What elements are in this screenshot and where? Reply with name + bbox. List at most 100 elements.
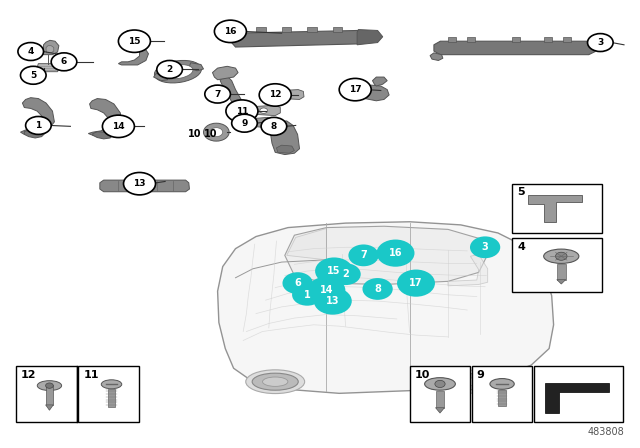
- Text: 7: 7: [360, 250, 367, 260]
- Circle shape: [18, 43, 44, 60]
- Polygon shape: [282, 27, 291, 32]
- Polygon shape: [24, 130, 46, 138]
- Polygon shape: [448, 37, 456, 42]
- Text: 5: 5: [517, 187, 525, 197]
- Circle shape: [259, 84, 291, 106]
- Text: 15: 15: [128, 37, 141, 46]
- Polygon shape: [557, 264, 566, 280]
- Text: 17: 17: [349, 85, 362, 94]
- Text: 13: 13: [133, 179, 146, 188]
- Polygon shape: [154, 73, 168, 81]
- FancyBboxPatch shape: [16, 366, 77, 422]
- Circle shape: [214, 20, 246, 43]
- Circle shape: [588, 34, 613, 52]
- Text: 1: 1: [304, 290, 310, 300]
- Circle shape: [157, 60, 182, 78]
- Polygon shape: [229, 30, 381, 47]
- Text: 12: 12: [269, 90, 282, 99]
- Circle shape: [45, 383, 53, 388]
- Circle shape: [435, 380, 445, 388]
- Text: 14: 14: [112, 122, 125, 131]
- Circle shape: [20, 66, 46, 84]
- Polygon shape: [557, 280, 566, 284]
- Polygon shape: [46, 46, 54, 53]
- Text: 16: 16: [224, 27, 237, 36]
- FancyBboxPatch shape: [534, 366, 623, 422]
- Polygon shape: [37, 64, 59, 72]
- Ellipse shape: [435, 370, 493, 394]
- Circle shape: [232, 114, 257, 132]
- Polygon shape: [88, 99, 122, 135]
- Text: 5: 5: [30, 71, 36, 80]
- Circle shape: [364, 279, 392, 299]
- Ellipse shape: [451, 377, 477, 386]
- Polygon shape: [108, 389, 115, 407]
- Text: 10: 10: [204, 129, 217, 139]
- Text: 10: 10: [188, 129, 201, 138]
- Polygon shape: [435, 408, 445, 413]
- Text: 16: 16: [388, 248, 403, 258]
- Polygon shape: [246, 117, 274, 128]
- Polygon shape: [563, 37, 571, 42]
- Polygon shape: [333, 27, 342, 32]
- Ellipse shape: [425, 378, 456, 390]
- Ellipse shape: [154, 60, 202, 83]
- Ellipse shape: [543, 249, 579, 263]
- Circle shape: [226, 100, 258, 122]
- Text: 7: 7: [214, 90, 221, 99]
- Polygon shape: [20, 98, 54, 134]
- Text: 11: 11: [83, 370, 99, 379]
- Circle shape: [124, 172, 156, 195]
- FancyBboxPatch shape: [512, 238, 602, 292]
- Text: 3: 3: [482, 242, 488, 252]
- Polygon shape: [499, 390, 506, 406]
- Polygon shape: [448, 254, 488, 286]
- Text: 2: 2: [166, 65, 173, 74]
- Polygon shape: [212, 66, 238, 80]
- Circle shape: [556, 252, 567, 260]
- Circle shape: [308, 278, 344, 303]
- Polygon shape: [307, 27, 317, 32]
- Text: 13: 13: [326, 296, 340, 306]
- Circle shape: [378, 241, 413, 266]
- Circle shape: [332, 264, 360, 284]
- Ellipse shape: [252, 373, 298, 390]
- Polygon shape: [528, 195, 582, 222]
- Polygon shape: [545, 383, 609, 413]
- Circle shape: [339, 78, 371, 101]
- Circle shape: [51, 53, 77, 71]
- Ellipse shape: [490, 379, 515, 389]
- Text: 8: 8: [271, 122, 277, 131]
- Circle shape: [26, 116, 51, 134]
- Polygon shape: [285, 226, 488, 284]
- Polygon shape: [276, 90, 304, 99]
- FancyBboxPatch shape: [512, 184, 602, 233]
- Circle shape: [398, 271, 434, 296]
- Circle shape: [205, 85, 230, 103]
- Ellipse shape: [101, 380, 122, 389]
- Ellipse shape: [163, 65, 193, 79]
- Polygon shape: [434, 41, 595, 55]
- Polygon shape: [125, 30, 134, 36]
- Polygon shape: [467, 37, 475, 42]
- Text: 11: 11: [236, 107, 248, 116]
- Polygon shape: [45, 405, 53, 410]
- Text: 17: 17: [409, 278, 423, 288]
- Text: 14: 14: [319, 285, 333, 295]
- Polygon shape: [220, 76, 248, 121]
- Ellipse shape: [246, 370, 305, 394]
- Polygon shape: [93, 132, 114, 139]
- Circle shape: [102, 115, 134, 138]
- Text: 9: 9: [477, 370, 484, 379]
- Text: 6: 6: [61, 57, 67, 66]
- Text: 15: 15: [327, 266, 341, 276]
- Ellipse shape: [441, 373, 487, 390]
- Text: 12: 12: [21, 370, 36, 379]
- FancyBboxPatch shape: [472, 366, 532, 422]
- Circle shape: [284, 273, 312, 293]
- Circle shape: [471, 237, 499, 257]
- Circle shape: [210, 128, 223, 137]
- Polygon shape: [360, 85, 389, 101]
- Polygon shape: [512, 37, 520, 42]
- Polygon shape: [435, 391, 445, 408]
